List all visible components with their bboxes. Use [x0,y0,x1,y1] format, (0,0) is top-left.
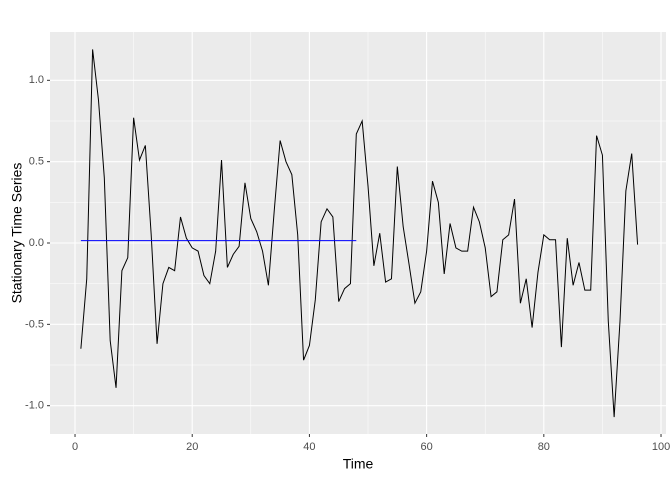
x-tick-label: 80 [538,441,550,453]
x-tick-label: 40 [303,441,315,453]
panel [50,32,666,434]
x-tick-label: 20 [186,441,198,453]
series-line [80,49,639,418]
x-axis-label: Time [343,456,374,472]
y-tick-label: -0.5 [25,318,44,330]
y-tick-label: 1.0 [29,74,44,86]
x-tick-label: 100 [652,441,670,453]
x-tick-label: 0 [72,441,78,453]
y-tick-label: 0.5 [29,156,44,168]
y-tick-label: 0.0 [29,237,44,249]
x-tick-label: 60 [420,441,432,453]
y-axis-label: Stationary Time Series [9,163,25,304]
y-tick-label: -1.0 [25,400,44,412]
